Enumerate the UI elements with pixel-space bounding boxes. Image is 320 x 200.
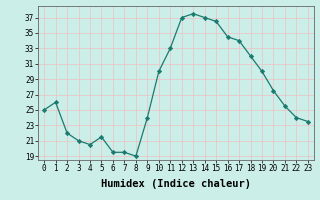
X-axis label: Humidex (Indice chaleur): Humidex (Indice chaleur) (101, 179, 251, 189)
